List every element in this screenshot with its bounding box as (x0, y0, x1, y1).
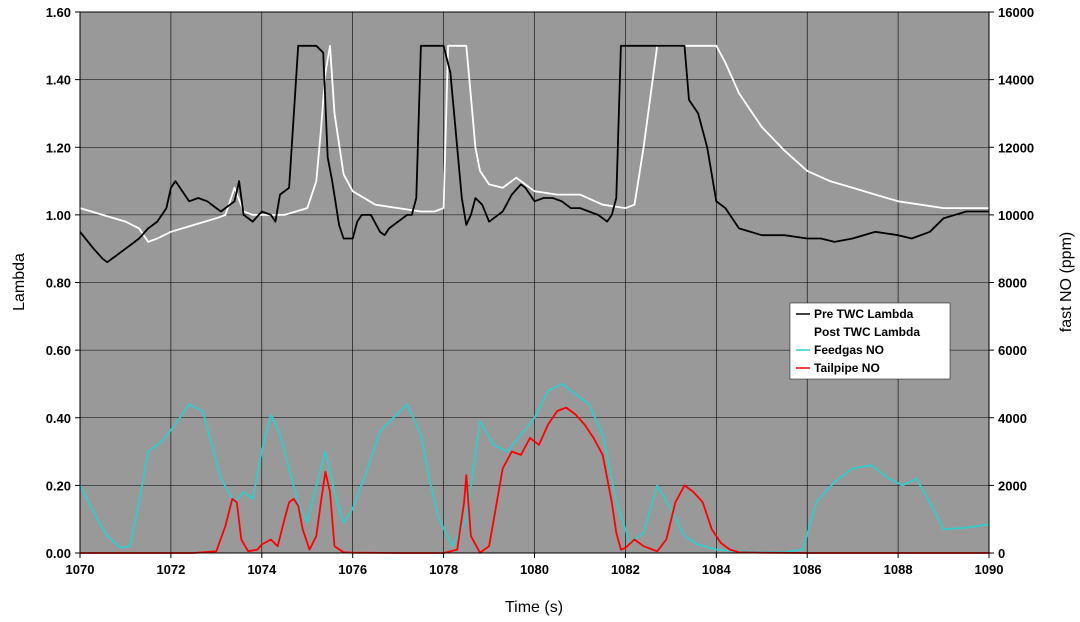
y-tick-label-6: 1.20 (46, 140, 71, 155)
legend-label-pre-twc-lambda: Pre TWC Lambda (814, 307, 914, 321)
y2-tick-label-1: 2000 (998, 478, 1027, 493)
y2-axis-title: fast NO (ppm) (1058, 232, 1075, 332)
y-tick-label-4: 0.80 (46, 276, 71, 291)
x-tick-label-1: 1072 (156, 562, 185, 577)
legend-label-post-twc-lambda: Post TWC Lambda (814, 325, 920, 339)
y2-tick-label-0: 0 (998, 546, 1005, 561)
x-tick-label-0: 1070 (66, 562, 95, 577)
legend-box (789, 302, 951, 380)
x-tick-label-9: 1088 (884, 562, 913, 577)
y2-tick-label-4: 8000 (998, 276, 1027, 291)
y-tick-label-5: 1.00 (46, 208, 71, 223)
series-layer (79, 44, 990, 554)
series-line-feedgas-no (79, 382, 990, 553)
x-tick-label-7: 1084 (702, 562, 732, 577)
y-tick-label-8: 1.60 (46, 5, 71, 20)
legend-label-feedgas-no: Feedgas NO (814, 343, 884, 357)
x-tick-label-6: 1082 (611, 562, 640, 577)
y2-tick-label-8: 16000 (998, 5, 1034, 20)
x-tick-labels: 1070 1072 1074 1076 1078 1080 1082 1084 1086 1088… (66, 553, 1004, 577)
x-tick-label-3: 1076 (338, 562, 367, 577)
x-tick-label-5: 1080 (520, 562, 549, 577)
x-axis-title: Time (s) (505, 599, 563, 616)
x-tick-label-4: 1078 (429, 562, 458, 577)
y2-tick-label-6: 12000 (998, 140, 1034, 155)
y2-tick-label-3: 6000 (998, 343, 1027, 358)
x-tick-label-2: 1074 (247, 562, 277, 577)
y2-tick-label-7: 14000 (998, 73, 1034, 88)
legend-label-tailpipe-no: Tailpipe NO (814, 361, 880, 375)
y-tick-label-7: 1.40 (46, 73, 71, 88)
y-tick-label-2: 0.40 (46, 411, 71, 426)
legend: Pre TWC Lambda Post TWC Lambda Feedgas N… (789, 302, 951, 380)
series-line-tailpipe-no (80, 406, 989, 554)
y-tick-label-1: 0.20 (46, 478, 71, 493)
y-tick-label-0: 0.00 (46, 546, 71, 561)
series-line-pre-twc-lambda (79, 44, 989, 264)
y-tick-labels: 0.00 0.20 0.40 0.60 0.80 1.00 1.20 1.40 1.60 (46, 5, 80, 561)
y2-tick-labels: 0 2000 4000 6000 8000 10000 12000 14000 16000 (989, 5, 1034, 561)
y2-tick-label-2: 4000 (998, 411, 1027, 426)
x-tick-label-10: 1090 (975, 562, 1004, 577)
x-tick-label-8: 1086 (793, 562, 822, 577)
y-axis-title: Lambda (11, 253, 28, 311)
y-tick-label-3: 0.60 (46, 343, 71, 358)
y2-tick-label-5: 10000 (998, 208, 1034, 223)
